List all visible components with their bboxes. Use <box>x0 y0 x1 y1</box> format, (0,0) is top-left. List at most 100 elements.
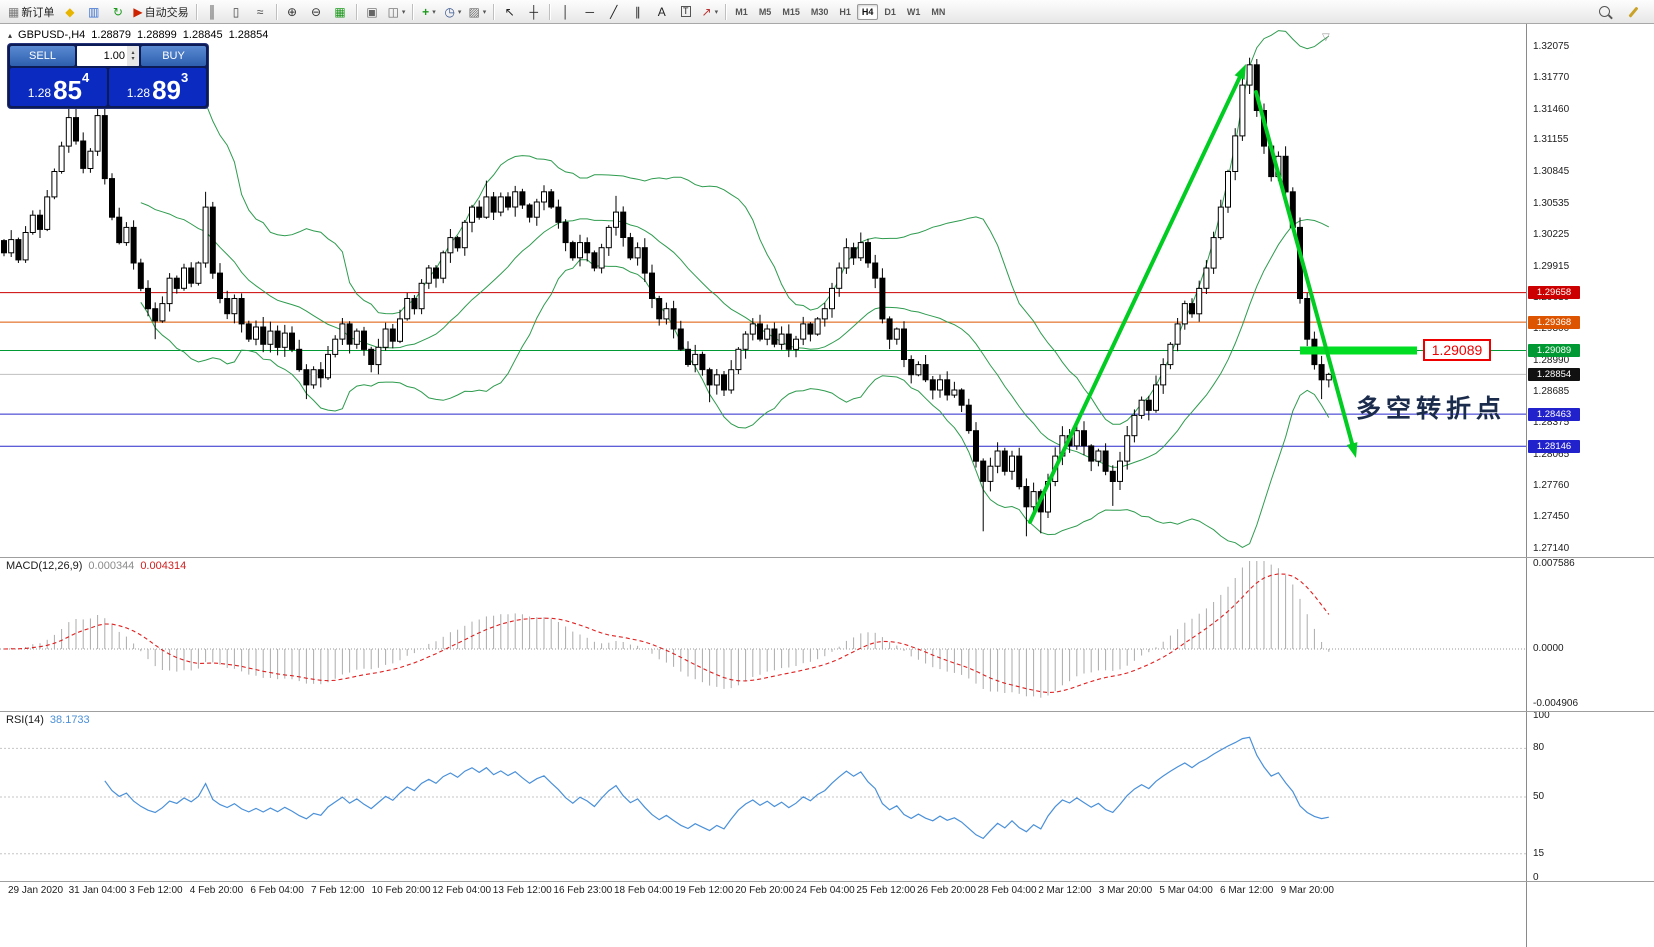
rsi-axis-label: 0 <box>1533 872 1539 883</box>
turning-point-annotation[interactable]: 多空转折点 <box>1356 395 1507 423</box>
timeframe-m30[interactable]: M30 <box>810 6 829 17</box>
macd-axis-label: 0.007586 <box>1533 558 1575 569</box>
pane-separator[interactable] <box>0 881 1654 882</box>
new-order-button-label: 新订单 <box>21 6 55 19</box>
ohlc-low: 1.28845 <box>182 29 223 41</box>
channel-icon[interactable]: ∥ <box>626 2 649 22</box>
templates-icon[interactable]: ▨ ▾ <box>465 2 489 22</box>
cursor-icon-glyph: ↖ <box>504 4 515 19</box>
buy-price-small: 1.28 <box>126 86 151 100</box>
refresh-icon[interactable]: ↻ <box>106 2 129 22</box>
time-axis-label: 31 Jan 04:00 <box>68 885 127 896</box>
timeframe-h4[interactable]: H4 <box>856 3 879 20</box>
level-bar[interactable] <box>1300 346 1417 355</box>
ohlc-open: 1.28879 <box>91 29 132 41</box>
ohlc-close: 1.28854 <box>228 29 269 41</box>
one-click-toggle-icon[interactable]: ▴ <box>8 30 13 40</box>
time-axis-label: 28 Feb 04:00 <box>977 885 1037 896</box>
pane-separator[interactable] <box>0 711 1654 712</box>
dropdown-arrow-icon: ▾ <box>401 8 406 16</box>
volume-down-icon[interactable]: ▾ <box>131 56 135 62</box>
sell-price[interactable]: 1.28 85 4 <box>10 68 107 106</box>
volume-up-icon[interactable]: ▴ <box>131 50 135 56</box>
rsi-pane[interactable] <box>0 712 1526 880</box>
zoom-in-icon-glyph: ⊕ <box>287 4 298 19</box>
toolbar-separator <box>275 3 277 20</box>
price-badge: 1.29368 <box>1528 315 1580 329</box>
timeframe-h1[interactable]: H1 <box>839 6 851 17</box>
price-axis-label: 1.28990 <box>1533 354 1570 366</box>
timeframe-w1[interactable]: W1 <box>906 6 921 17</box>
toolbar-separator <box>412 3 414 20</box>
sell-button[interactable]: SELL <box>10 46 75 66</box>
volume-input[interactable] <box>77 46 127 66</box>
timeframe-d1[interactable]: D1 <box>884 6 896 17</box>
buy-button[interactable]: BUY <box>141 46 206 66</box>
timeframe-m15[interactable]: M15 <box>782 6 800 17</box>
toolbar-separator <box>355 3 357 20</box>
periods-icon[interactable]: ◷ ▾ <box>441 2 464 22</box>
pane-separator[interactable] <box>0 557 1654 558</box>
time-axis-label: 7 Feb 12:00 <box>311 885 365 896</box>
chart-header: ▴ GBPUSD-,H4 1.28879 1.28899 1.28845 1.2… <box>8 29 268 41</box>
vertical-line-icon[interactable]: │ <box>554 2 577 22</box>
zoom-in-icon[interactable]: ⊕ <box>281 2 304 22</box>
price-axis[interactable]: 1.32075 1.31770 1.31460 1.31155 1.30845 1.305… <box>1526 24 1654 947</box>
time-axis-label: 16 Feb 23:00 <box>553 885 613 896</box>
buy-price[interactable]: 1.28 89 3 <box>109 68 206 106</box>
time-axis-label: 4 Feb 20:00 <box>189 885 244 896</box>
timeframe-m5[interactable]: M5 <box>758 6 772 17</box>
time-axis-label: 25 Feb 12:00 <box>856 885 916 896</box>
time-axis-label: 3 Feb 12:00 <box>129 885 183 896</box>
crosshair-icon-glyph: ┼ <box>529 4 539 19</box>
down-trend-arrow[interactable] <box>1254 90 1358 458</box>
indicators-icon-glyph: + <box>422 4 430 19</box>
horizontal-line-icon[interactable]: ─ <box>578 2 601 22</box>
new-order-button[interactable]: ▦ 新订单 <box>5 2 57 22</box>
line-chart-icon[interactable]: ≈ <box>249 2 272 22</box>
toolbar-right-group <box>1593 2 1649 22</box>
search-icon[interactable] <box>1593 2 1616 22</box>
macd-axis-label: -0.004906 <box>1533 698 1579 709</box>
macd-pane[interactable] <box>0 558 1526 710</box>
bar-chart-icon[interactable]: ║ <box>201 2 224 22</box>
time-axis[interactable]: 29 Jan 2020 31 Jan 04:00 3 Feb 12:00 4 Feb … <box>0 882 1526 900</box>
text-tool-icon[interactable]: A <box>650 2 673 22</box>
time-axis-label: 26 Feb 20:00 <box>917 885 976 896</box>
auto-trading-button-label: 自动交易 <box>144 6 189 19</box>
arrow-objects-icon[interactable]: ↗ ▾ <box>698 2 721 22</box>
rsi-axis-label: 50 <box>1533 791 1545 802</box>
toolbar-separator <box>493 3 495 20</box>
level-price-tag[interactable]: 1.29089 <box>1423 339 1491 362</box>
candlestick-chart-icon[interactable]: ▯ <box>225 2 248 22</box>
price-axis-label: 1.31770 <box>1533 71 1570 83</box>
timeframe-mn[interactable]: MN <box>931 6 946 17</box>
market-watch-icon[interactable]: ▥ <box>82 2 105 22</box>
ohlc-high: 1.28899 <box>137 29 177 41</box>
trendline-icon[interactable]: ╱ <box>602 2 625 22</box>
price-axis-label: 1.31460 <box>1533 103 1570 115</box>
dropdown-arrow-icon: ▾ <box>482 8 487 16</box>
arrange-windows-icon[interactable]: ◫ ▾ <box>385 2 409 22</box>
sell-price-big: 85 <box>53 75 83 105</box>
timeframe-m1[interactable]: M1 <box>735 6 748 17</box>
text-label-icon-glyph: T <box>681 6 691 17</box>
up-trend-arrow[interactable] <box>1028 64 1246 524</box>
toolbar: ▦ 新订单 ◆ ▥ ↻ ▶ 自动交易 ║ ▯ ≈ ⊕ ⊖ ▦ ▣ ◫ ▾ + ▾ ◷ ▾ ▨ ▾ ↖ ┼ │ ─ ╱ ∥ A T ↗ ▾ M1 M… <box>0 0 1654 24</box>
crosshair-icon[interactable]: ┼ <box>522 2 545 22</box>
price-chart[interactable] <box>0 24 1526 557</box>
favorites-icon[interactable]: ◆ <box>58 2 81 22</box>
auto-trading-button[interactable]: ▶ 自动交易 <box>130 2 191 22</box>
cursor-icon[interactable]: ↖ <box>498 2 521 22</box>
rsi-axis-label: 80 <box>1533 742 1545 754</box>
price-axis-label: 1.28685 <box>1533 385 1570 397</box>
dropdown-arrow-icon: ▾ <box>432 8 436 16</box>
tile-windows-icon[interactable]: ▦ <box>329 2 352 22</box>
indicators-icon[interactable]: + ▾ <box>417 2 440 22</box>
cascade-windows-icon[interactable]: ▣ <box>361 2 384 22</box>
chart-shift-marker[interactable]: ▽ <box>1322 32 1330 43</box>
time-axis-label: 13 Feb 12:00 <box>492 885 552 896</box>
pencil-icon[interactable] <box>1622 2 1645 22</box>
text-label-icon[interactable]: T <box>674 2 697 22</box>
zoom-out-icon[interactable]: ⊖ <box>305 2 328 22</box>
